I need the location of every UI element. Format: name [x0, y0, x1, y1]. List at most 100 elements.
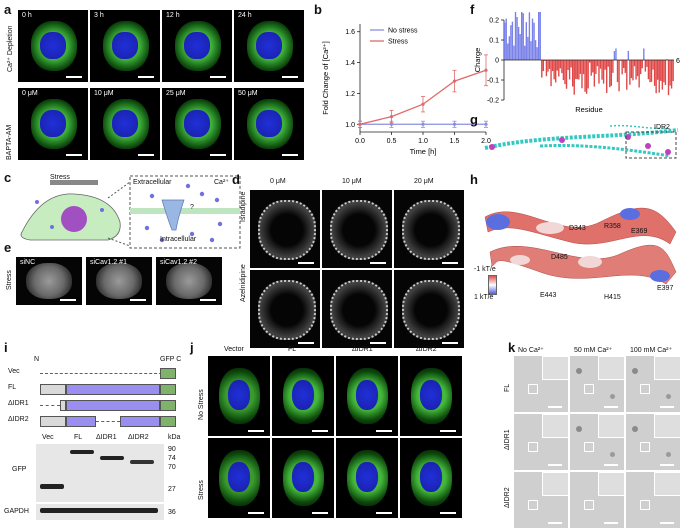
charge-bar	[633, 60, 636, 67]
condensate-tile	[400, 356, 462, 436]
sirna-tile: siCav1.2 #2	[156, 257, 222, 305]
ca-depletion-tile: 0 h	[18, 10, 88, 82]
charge-bar	[584, 60, 586, 92]
condensate-tile	[208, 438, 270, 518]
charge-bar	[607, 60, 609, 67]
deleted-region	[40, 373, 172, 374]
charge-bar	[589, 60, 591, 63]
cell-nucleus	[419, 462, 443, 493]
stress-label: Stress	[50, 174, 70, 181]
charge-bar	[524, 45, 526, 60]
scale-bar	[604, 464, 618, 466]
scale-bar	[298, 262, 314, 264]
drug-cell	[258, 280, 316, 340]
charge-bar	[621, 60, 623, 75]
marker-90: 90	[168, 446, 176, 453]
drug-tile	[250, 190, 320, 268]
condensate-tile	[336, 356, 398, 436]
blot-band-didr1	[100, 456, 124, 460]
scale-bar	[660, 522, 674, 524]
drug-cell	[258, 200, 316, 260]
panel-k-col-label: 50 mM Ca²⁺	[574, 347, 613, 354]
charge-bar	[604, 60, 606, 70]
scale-bar	[210, 76, 226, 78]
charge-bar	[573, 60, 575, 95]
charge-bar	[632, 60, 634, 81]
y-tick-label: 1.0	[345, 122, 355, 129]
inset-zoom	[598, 414, 624, 438]
panel-j-col-label: FL	[288, 346, 297, 353]
construct-segment	[120, 416, 160, 427]
scale-bar	[548, 522, 562, 524]
panel-a-row-label-top: Ca²⁺ Depletion	[7, 25, 14, 73]
charge-bar	[579, 60, 582, 74]
charge-bar	[545, 60, 548, 77]
construct-label: ΔIDR2	[8, 416, 29, 423]
cell-nucleus	[291, 380, 315, 411]
charge-bar	[516, 16, 518, 60]
drug-cell	[330, 280, 388, 340]
charge-bar	[598, 60, 600, 84]
marker-36: 36	[168, 509, 176, 516]
charge-bar	[582, 60, 585, 75]
scale-bar	[200, 299, 216, 301]
panel-h-label: h	[470, 172, 478, 187]
charge-bar	[640, 60, 642, 75]
charge-bar	[547, 60, 549, 72]
zoom-box	[640, 384, 650, 394]
droplet-tile	[626, 414, 680, 470]
scale-bar	[442, 342, 458, 344]
bapta-tile: 25 μM	[162, 88, 232, 160]
scale-bar	[282, 154, 298, 156]
cell-nucleus	[112, 109, 138, 137]
scale-bar	[660, 406, 674, 408]
x-tick-label: 1.5	[450, 138, 460, 145]
charge-bar	[572, 60, 574, 87]
charge-bar	[660, 60, 662, 81]
charge-bar	[606, 60, 608, 93]
cell-nucleus	[256, 109, 282, 137]
gray-cell	[96, 263, 142, 299]
charge-bar	[670, 60, 673, 89]
gfp-c-label: GFP C	[160, 356, 182, 363]
drug-cell	[402, 200, 460, 260]
ca-depletion-tile: 24 h	[234, 10, 304, 82]
charge-bar	[561, 60, 563, 74]
legend-label: No stress	[388, 28, 418, 35]
charge-bar	[667, 60, 670, 96]
charge-bar	[533, 22, 535, 60]
zoom-box	[528, 442, 538, 452]
x-axis-title: Time [h]	[410, 147, 437, 156]
charge-bar	[578, 60, 580, 80]
charge-bar	[531, 18, 534, 60]
residue-d343: D343	[569, 225, 586, 232]
charge-bar	[576, 60, 579, 80]
panel-f-label: f	[470, 2, 475, 17]
zoom-box	[640, 442, 650, 452]
deleted-region	[96, 421, 120, 422]
droplet	[610, 452, 615, 457]
inset-zoom	[598, 472, 624, 496]
panel-e-row-label: Stress	[6, 270, 13, 290]
condensate-tile	[272, 438, 334, 518]
blot-lane-fl: FL	[74, 434, 83, 441]
residue-h415: H415	[604, 294, 621, 301]
blot-lane-didr2: ΔIDR2	[128, 434, 149, 441]
gfp-tag	[160, 400, 176, 411]
charge-bar	[661, 60, 664, 90]
western-blot	[36, 444, 164, 520]
charge-bar	[636, 60, 639, 77]
charge-bar	[541, 60, 543, 78]
cell-nucleus	[40, 31, 66, 59]
droplet	[576, 368, 582, 374]
residue-e369: E369	[631, 228, 648, 235]
charge-bar	[507, 43, 509, 60]
charge-bar	[539, 12, 541, 60]
y-tick-label: 1.4	[345, 60, 355, 67]
charge-bar	[542, 60, 545, 72]
tile-time-label: 3 h	[94, 12, 104, 19]
panel-k-label: k	[508, 340, 516, 355]
zoom-box	[640, 500, 650, 510]
droplet-tile	[570, 356, 624, 412]
scale-bar	[660, 464, 674, 466]
